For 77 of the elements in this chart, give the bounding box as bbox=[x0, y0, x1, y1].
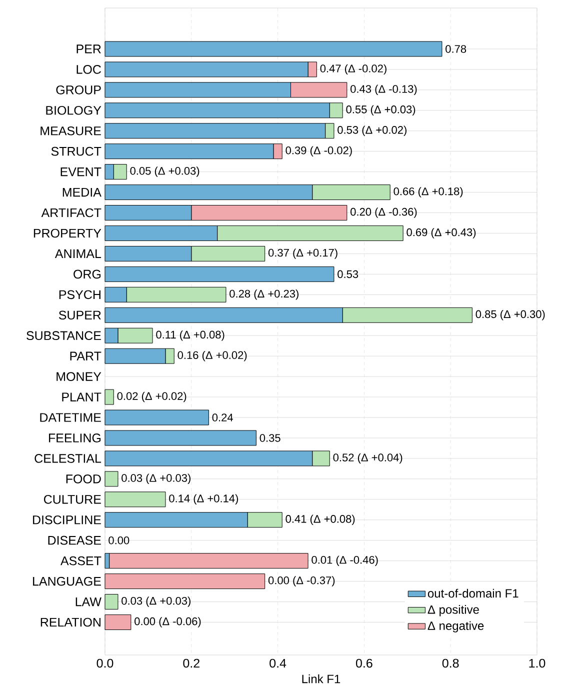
annotation: 0.14 (Δ +0.14) bbox=[169, 494, 238, 505]
annotation: 0.55 (Δ +0.03) bbox=[346, 105, 416, 116]
bar bbox=[104, 41, 442, 57]
y-tick-label: RELATION bbox=[40, 618, 100, 627]
annotation: 0.03 (Δ +0.03) bbox=[122, 596, 190, 607]
annotation: 0.00 (Δ -0.06) bbox=[134, 617, 201, 628]
bar bbox=[104, 492, 166, 508]
annotation: 0.00 bbox=[108, 536, 130, 544]
y-tick-label: SUPER bbox=[58, 310, 101, 320]
y-tick-label: FEELING bbox=[49, 434, 101, 442]
annotation: 0.01 (Δ -0.46) bbox=[312, 556, 378, 566]
x-tick-label: 0.8 bbox=[442, 658, 459, 668]
legend-label: out-of-domain F1 bbox=[428, 588, 518, 598]
annotation: 0.28 (Δ +0.23) bbox=[230, 290, 298, 300]
annotation: 0.05 (Δ +0.03) bbox=[130, 166, 200, 177]
y-tick-label: LOC bbox=[76, 65, 101, 74]
bar bbox=[104, 430, 256, 446]
annotation: 0.52 (Δ +0.04) bbox=[333, 453, 402, 464]
annotation: 0.02 (Δ +0.02) bbox=[117, 392, 186, 402]
y-tick-label: ORG bbox=[74, 270, 101, 279]
y-tick-label: MEASURE bbox=[40, 126, 101, 136]
x-tick-label: 1.0 bbox=[529, 658, 546, 668]
annotation: 0.20 (Δ -0.36) bbox=[350, 208, 417, 218]
y-tick-label: EVENT bbox=[60, 168, 102, 176]
annotation: 0.43 (Δ -0.13) bbox=[350, 84, 417, 96]
x-tick-label: 0.4 bbox=[270, 658, 286, 668]
y-tick-label: SUBSTANCE bbox=[26, 331, 101, 340]
y-tick-label: DISCIPLINE bbox=[33, 515, 101, 524]
y-tick-label: PER bbox=[76, 44, 101, 54]
annotation: 0.85 (Δ +0.30) bbox=[476, 310, 545, 320]
y-tick-label: DATETIME bbox=[40, 413, 101, 422]
y-tick-label: CELESTIAL bbox=[34, 454, 102, 463]
y-tick-label: PART bbox=[70, 352, 102, 360]
x-axis-title: Link F1 bbox=[302, 674, 340, 684]
annotation: 0.35 bbox=[260, 434, 280, 442]
bar bbox=[104, 410, 209, 426]
legend-label: Δ positive bbox=[428, 605, 479, 616]
y-tick-label: DISEASE bbox=[48, 536, 101, 545]
y-tick-label: CULTURE bbox=[44, 494, 101, 504]
annotation: 0.69 (Δ +0.43) bbox=[406, 228, 476, 238]
y-tick-label: MONEY bbox=[56, 372, 102, 381]
annotation: 0.78 bbox=[446, 45, 466, 53]
y-tick-label: GROUP bbox=[56, 85, 101, 94]
y-tick-label: ASSET bbox=[60, 556, 102, 566]
y-tick-label: ANIMAL bbox=[54, 249, 102, 258]
y-tick-label: FOOD bbox=[66, 474, 101, 484]
y-tick-label: STRUCT bbox=[51, 146, 102, 156]
annotation: 0.16 (Δ +0.02) bbox=[178, 350, 247, 362]
annotation: 0.66 (Δ +0.18) bbox=[394, 187, 463, 198]
y-tick-label: LAW bbox=[76, 597, 102, 606]
bar bbox=[104, 389, 114, 405]
x-tick-label: 0.0 bbox=[96, 658, 114, 668]
bar bbox=[104, 594, 118, 610]
annotation: 0.24 bbox=[212, 414, 233, 422]
annotation: 0.41 (Δ +0.08) bbox=[286, 514, 355, 525]
bar bbox=[104, 574, 266, 590]
y-tick-label: LANGUAGE bbox=[33, 576, 101, 586]
annotation: 0.53 (Δ +0.02) bbox=[338, 126, 406, 136]
annotation: 0.47 (Δ -0.02) bbox=[320, 64, 386, 75]
x-tick-label: 0.6 bbox=[356, 658, 372, 668]
bar bbox=[104, 471, 118, 487]
bar bbox=[104, 266, 334, 282]
y-tick-label: ARTIFACT bbox=[41, 208, 102, 218]
y-tick-label: PSYCH bbox=[59, 290, 100, 300]
x-tick-label: 0.2 bbox=[183, 658, 200, 668]
y-tick-label: BIOLOGY bbox=[46, 106, 102, 115]
annotation: 0.00 (Δ -0.37) bbox=[268, 576, 335, 586]
annotation: 0.03 (Δ +0.03) bbox=[122, 474, 190, 484]
bar bbox=[104, 614, 132, 630]
annotation: 0.11 (Δ +0.08) bbox=[156, 330, 224, 341]
annotation: 0.37 (Δ +0.17) bbox=[268, 248, 338, 259]
legend-label: Δ negative bbox=[428, 621, 484, 632]
y-tick-label: MEDIA bbox=[62, 188, 102, 197]
y-tick-label: PROPERTY bbox=[34, 228, 102, 238]
y-tick-label: PLANT bbox=[62, 392, 102, 402]
annotation: 0.39 (Δ -0.02) bbox=[286, 146, 352, 156]
annotation: 0.53 bbox=[338, 270, 358, 278]
